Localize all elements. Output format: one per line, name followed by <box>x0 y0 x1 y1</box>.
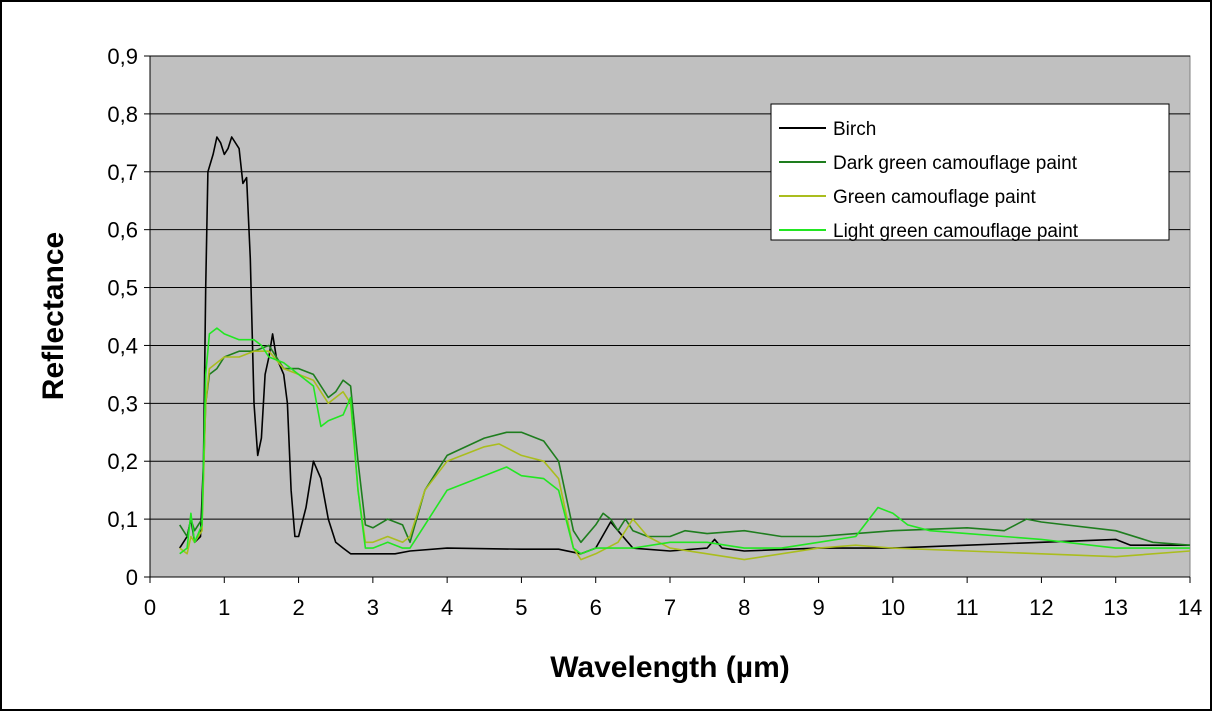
y-tick-label: 0,6 <box>107 218 138 243</box>
x-tick-label: 14 <box>1178 595 1202 620</box>
series-lines <box>179 136 1191 561</box>
y-tick-label: 0,8 <box>107 102 138 127</box>
x-tick-label: 8 <box>738 595 750 620</box>
x-tick-label: 12 <box>1029 595 1053 620</box>
series-line-green-camouflage-paint <box>179 350 1191 561</box>
x-tick-label: 7 <box>664 595 676 620</box>
legend-items: Birch Dark green camouflage paint Green ca… <box>779 119 1079 242</box>
legend-label: Birch <box>833 119 876 140</box>
legend: Birch Dark green camouflage paint Green ca… <box>770 103 1170 242</box>
x-tick-label: 10 <box>881 595 905 620</box>
y-tick-label: 0 <box>126 565 138 590</box>
y-tick-label: 0,7 <box>107 160 138 185</box>
x-tick-label: 11 <box>956 595 979 620</box>
x-tick-label: 4 <box>441 595 453 620</box>
series-line-birch <box>179 136 1190 555</box>
legend-label: Dark green camouflage paint <box>833 153 1078 174</box>
x-tick-label: 6 <box>590 595 602 620</box>
axes: 00,10,20,30,40,50,60,70,80,90 1 2 3 4 5 6 7 8 9 10… <box>107 44 1202 620</box>
x-tick-label: 13 <box>1103 595 1127 620</box>
series-line-light-green-camouflage-paint <box>179 327 1190 555</box>
x-tick-label: 2 <box>292 595 304 620</box>
y-axis-title: Reflectance <box>37 232 70 400</box>
x-tick-label: 9 <box>812 595 824 620</box>
y-tick-label: 0,2 <box>107 449 138 474</box>
y-tick-label: 0,9 <box>107 44 138 69</box>
y-tick-label: 0,4 <box>107 333 138 358</box>
legend-label: Light green camouflage paint <box>833 221 1079 242</box>
x-tick-label: 1 <box>218 595 230 620</box>
legend-box <box>770 103 1170 241</box>
legend-label: Green camouflage paint <box>833 187 1037 208</box>
y-tick-label: 0,3 <box>107 391 138 416</box>
x-tick-label: 5 <box>515 595 527 620</box>
x-axis-title: Wavelength (µm) <box>550 651 790 684</box>
x-tick-label: 3 <box>367 595 379 620</box>
series-line-dark-green-camouflage-paint <box>179 344 1191 546</box>
y-tick-label: 0,1 <box>107 507 138 532</box>
x-tick-label: 0 <box>144 595 156 620</box>
y-tick-label: 0,5 <box>107 276 138 301</box>
